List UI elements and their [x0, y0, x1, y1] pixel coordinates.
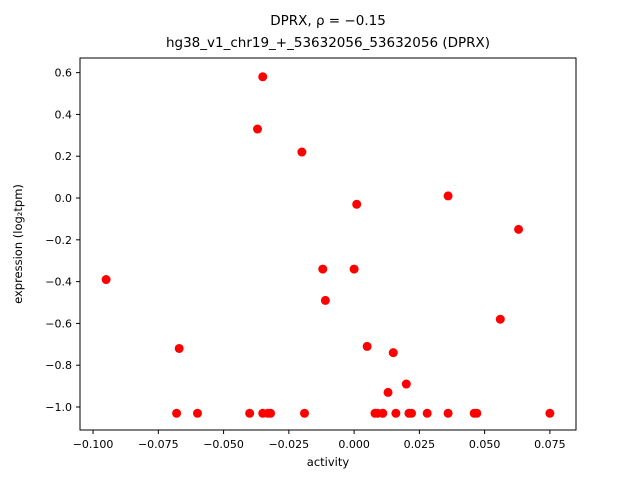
data-point [258, 72, 268, 82]
data-point [300, 408, 310, 418]
data-point [352, 199, 362, 209]
y-tick-label: −0.6 [45, 317, 72, 330]
data-point [514, 224, 524, 234]
data-point [253, 124, 263, 134]
x-tick-label: −0.100 [73, 438, 114, 451]
x-tick-label: −0.075 [138, 438, 179, 451]
data-point [362, 341, 372, 351]
y-tick-label: −1.0 [45, 401, 72, 414]
data-point [407, 408, 417, 418]
chart-title-line2: hg38_v1_chr19_+_53632056_53632056 (DPRX) [165, 35, 491, 51]
data-point [172, 408, 182, 418]
y-tick-label: 0.6 [55, 67, 73, 80]
y-tick-label: 0.0 [55, 192, 73, 205]
data-point [443, 408, 453, 418]
x-tick-label: 0.075 [534, 438, 566, 451]
data-point [422, 408, 432, 418]
data-point [174, 343, 184, 353]
data-point [391, 408, 401, 418]
y-tick-label: 0.2 [55, 150, 73, 163]
data-point [378, 408, 388, 418]
data-point [383, 387, 393, 397]
data-point [101, 275, 111, 285]
data-point [472, 408, 482, 418]
data-point [349, 264, 359, 274]
data-point [545, 408, 555, 418]
chart-title: DPRX, ρ = −0.15 hg38_v1_chr19_+_53632056… [80, 10, 576, 54]
data-point [443, 191, 453, 201]
axes-box [79, 57, 577, 431]
data-point [320, 295, 330, 305]
data-point [192, 408, 202, 418]
data-point [266, 408, 276, 418]
data-point [318, 264, 328, 274]
y-tick-label: −0.4 [45, 276, 72, 289]
x-tick-label: 0.000 [338, 438, 370, 451]
y-tick-label: 0.4 [55, 108, 73, 121]
data-point [388, 348, 398, 358]
data-point [245, 408, 255, 418]
x-tick-label: −0.025 [268, 438, 309, 451]
x-tick-label: −0.050 [203, 438, 244, 451]
data-point [297, 147, 307, 157]
chart-title-line1: DPRX, ρ = −0.15 [270, 13, 386, 29]
data-point [401, 379, 411, 389]
x-axis-label: activity [307, 455, 350, 469]
y-axis-label: expression (log₂tpm) [11, 184, 25, 304]
y-tick-label: −0.2 [45, 234, 72, 247]
x-tick-label: 0.050 [469, 438, 501, 451]
y-tick-label: −0.8 [45, 359, 72, 372]
data-point [495, 314, 505, 324]
x-tick-label: 0.025 [404, 438, 436, 451]
